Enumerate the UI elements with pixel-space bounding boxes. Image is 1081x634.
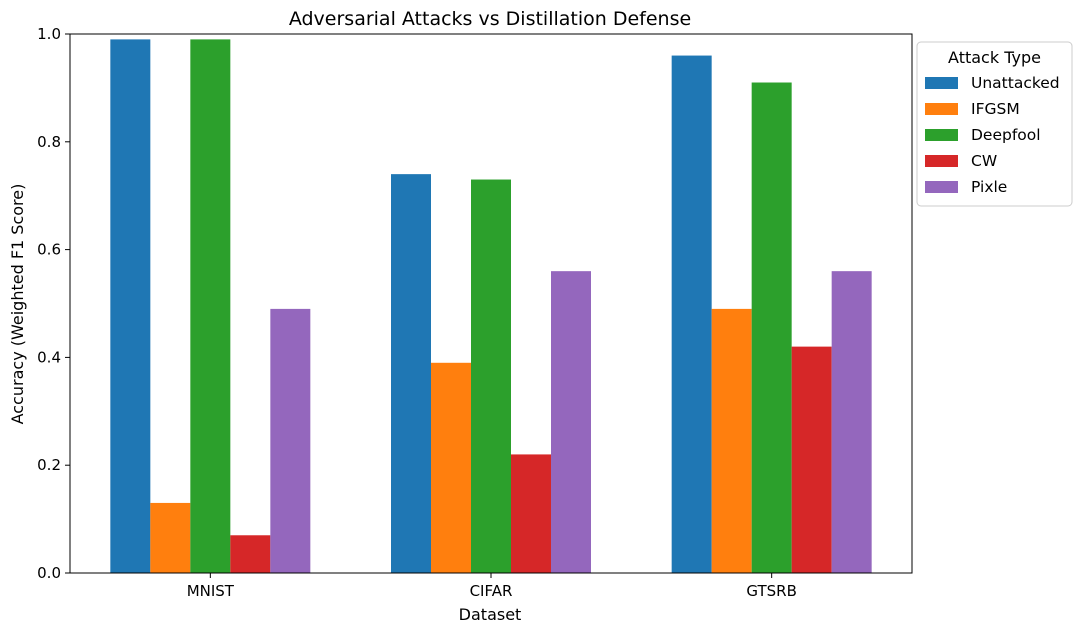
bar-mnist-pixle bbox=[270, 308, 311, 573]
x-tick-label-mnist: MNIST bbox=[187, 582, 235, 600]
legend-swatch-unattacked bbox=[925, 77, 958, 89]
y-tick-label-4: 0.8 bbox=[37, 133, 61, 151]
y-tick-label-0: 0.0 bbox=[37, 564, 61, 582]
legend-label-cw: CW bbox=[971, 152, 997, 170]
x-tick-label-cifar: CIFAR bbox=[470, 582, 513, 600]
x-axis-title: Dataset bbox=[459, 605, 522, 624]
bar-gtsrb-pixle bbox=[831, 271, 872, 573]
legend-swatch-pixle bbox=[925, 181, 958, 193]
y-tick-label-1: 0.2 bbox=[37, 456, 61, 474]
legend-label-deepfool: Deepfool bbox=[971, 126, 1041, 144]
legend-swatch-ifgsm bbox=[925, 103, 958, 115]
bar-gtsrb-ifgsm bbox=[711, 308, 752, 573]
legend: Attack Type Unattacked IFGSM Deepfool CW Pix… bbox=[916, 41, 1073, 207]
bar-gtsrb-cw bbox=[791, 346, 832, 573]
legend-title: Attack Type bbox=[948, 48, 1041, 67]
bar-mnist-ifgsm bbox=[150, 502, 191, 573]
legend-label-unattacked: Unattacked bbox=[971, 74, 1060, 92]
y-tick-label-3: 0.6 bbox=[37, 241, 61, 259]
legend-swatch-deepfool bbox=[925, 129, 958, 141]
chart-title: Adversarial Attacks vs Distillation Defe… bbox=[289, 8, 691, 30]
x-tick-label-gtsrb: GTSRB bbox=[746, 582, 797, 600]
bar-mnist-unattacked bbox=[110, 39, 151, 573]
legend-swatch-cw bbox=[925, 155, 958, 167]
legend-label-ifgsm: IFGSM bbox=[971, 100, 1020, 118]
x-axis: MNIST CIFAR GTSRB bbox=[187, 573, 797, 600]
bar-cifar-pixle bbox=[551, 271, 591, 573]
y-axis: 0.0 0.2 0.4 0.6 0.8 1.0 bbox=[37, 25, 70, 582]
y-tick-label-5: 1.0 bbox=[37, 25, 61, 43]
bar-gtsrb-deepfool bbox=[751, 82, 792, 573]
bar-gtsrb-unattacked bbox=[671, 55, 712, 574]
bar-mnist-cw bbox=[230, 535, 271, 573]
y-axis-title: Accuracy (Weighted F1 Score) bbox=[8, 184, 27, 425]
y-tick-label-2: 0.4 bbox=[37, 348, 61, 366]
bar-cifar-ifgsm bbox=[431, 362, 471, 573]
bar-cifar-cw bbox=[511, 454, 551, 573]
legend-items: Unattacked IFGSM Deepfool CW Pixle bbox=[925, 74, 1060, 196]
bar-cifar-deepfool bbox=[471, 179, 511, 573]
legend-label-pixle: Pixle bbox=[971, 178, 1007, 196]
bars-group bbox=[110, 39, 872, 574]
bar-cifar-unattacked bbox=[391, 174, 431, 573]
bar-mnist-deepfool bbox=[190, 39, 231, 573]
